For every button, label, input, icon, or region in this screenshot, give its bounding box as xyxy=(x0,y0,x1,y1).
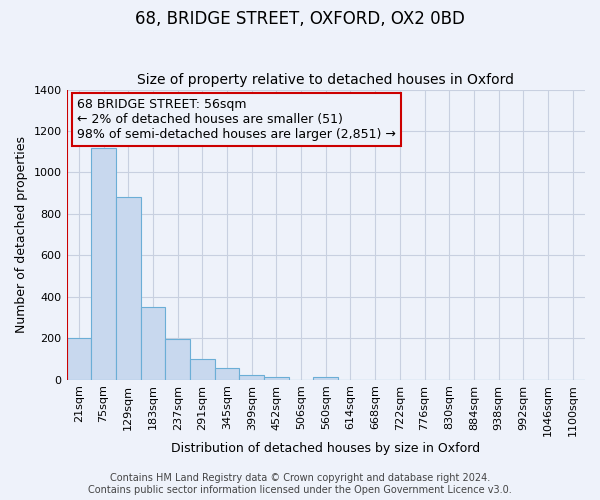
Bar xyxy=(67,338,91,380)
Bar xyxy=(215,368,239,380)
Bar xyxy=(239,374,264,380)
Text: Contains HM Land Registry data © Crown copyright and database right 2024.
Contai: Contains HM Land Registry data © Crown c… xyxy=(88,474,512,495)
Bar xyxy=(264,376,289,380)
Bar xyxy=(313,376,338,380)
Bar xyxy=(91,148,116,380)
Y-axis label: Number of detached properties: Number of detached properties xyxy=(15,136,28,333)
Bar xyxy=(190,359,215,380)
Text: 68 BRIDGE STREET: 56sqm
← 2% of detached houses are smaller (51)
98% of semi-det: 68 BRIDGE STREET: 56sqm ← 2% of detached… xyxy=(77,98,396,142)
Text: 68, BRIDGE STREET, OXFORD, OX2 0BD: 68, BRIDGE STREET, OXFORD, OX2 0BD xyxy=(135,10,465,28)
Bar xyxy=(140,307,165,380)
Bar xyxy=(165,340,190,380)
X-axis label: Distribution of detached houses by size in Oxford: Distribution of detached houses by size … xyxy=(171,442,481,455)
Title: Size of property relative to detached houses in Oxford: Size of property relative to detached ho… xyxy=(137,73,514,87)
Bar xyxy=(116,198,140,380)
